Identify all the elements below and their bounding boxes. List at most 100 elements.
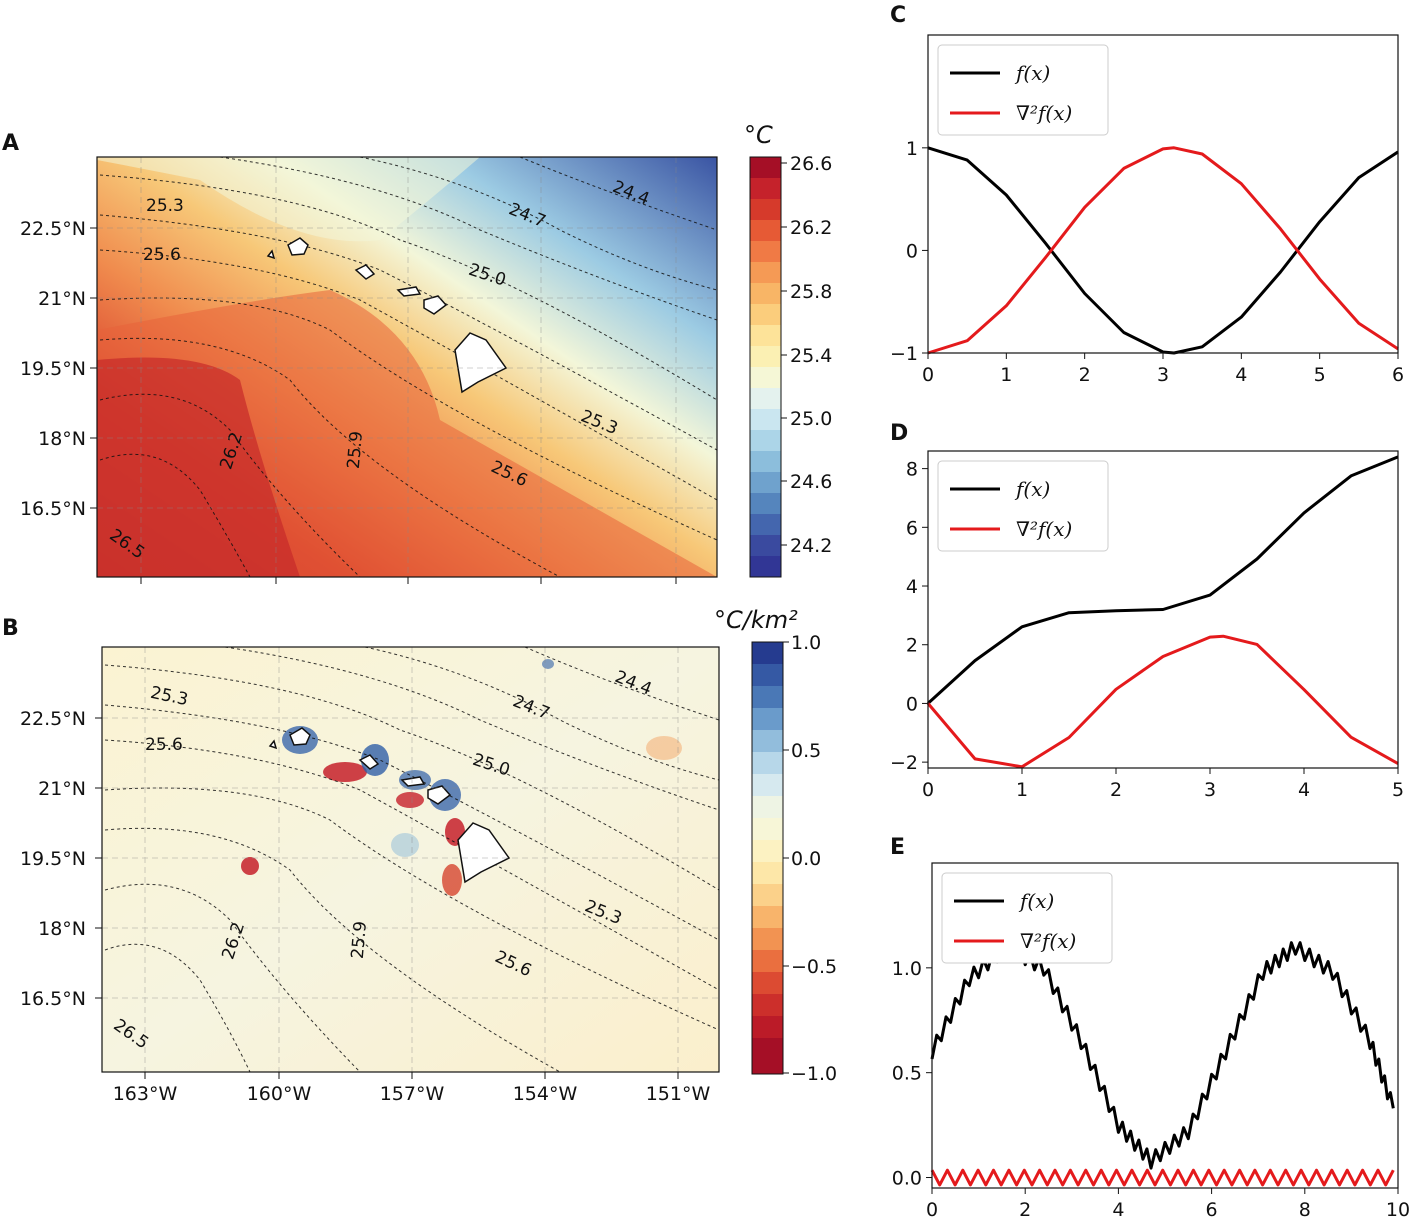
- grid-b: [102, 647, 719, 1072]
- x-tick-label: 10: [1386, 1199, 1410, 1221]
- y-tick-label: 4: [906, 576, 918, 598]
- contour-label: 25.6: [145, 735, 183, 755]
- colorbar-b-tick: −1.0: [791, 1063, 837, 1085]
- sst-map: 25.3 25.6 24.7 24.4 25.0 26.2 25.9 25.3 …: [97, 157, 717, 577]
- island-outlines-a: [266, 237, 508, 394]
- lon-tick-label: 154°W: [513, 1083, 578, 1105]
- x-tick-label: 0: [922, 779, 934, 801]
- lat-ticks-a: [90, 227, 677, 584]
- y-tick-label: 1: [906, 138, 918, 160]
- colorbar-b-unit: °C/km²: [714, 606, 798, 634]
- x-tick-label: 2: [1019, 1199, 1031, 1221]
- colorbar-a-tick: 25.0: [790, 408, 832, 430]
- x-tick-label: 4: [1112, 1199, 1124, 1221]
- lat-tick-label: 18°N: [38, 918, 86, 940]
- panel-b-letter: B: [2, 616, 19, 641]
- legend-label: ∇²f(x): [1016, 101, 1072, 125]
- y-tick-label: 6: [906, 517, 918, 539]
- map-frame-a: [96, 156, 718, 578]
- panel-d-letter: D: [890, 421, 908, 446]
- x-tick-label: 5: [1392, 779, 1404, 801]
- colorbar-b-tick: 0.0: [791, 848, 821, 870]
- island-outlines-b: [268, 727, 511, 884]
- colorbar-b-tick: −0.5: [791, 956, 837, 978]
- colorbar-a-tick: 25.4: [790, 345, 832, 367]
- plot-frame: [931, 862, 1399, 1189]
- legend-label: ∇²f(x): [1020, 929, 1076, 953]
- contour-label: 25.6: [143, 245, 181, 265]
- lat-tick-label: 16.5°N: [20, 988, 86, 1010]
- laplacian-map: 25.3 25.6 24.7 24.4 25.0 26.2 25.9 25.3 …: [102, 647, 719, 1072]
- x-tick-label: 1: [1016, 779, 1028, 801]
- series-line-laplacian: [930, 1168, 1395, 1187]
- panel-c-letter: C: [890, 3, 906, 28]
- lat-tick-label: 19.5°N: [20, 358, 86, 380]
- series-line-f: [926, 455, 1399, 705]
- grid-a: [97, 157, 717, 577]
- x-tick-label: 4: [1298, 779, 1310, 801]
- colorbar-b-tick: 1.0: [791, 632, 821, 654]
- colorbar-a-tick: 24.6: [790, 471, 832, 493]
- contour-label: 25.9: [348, 920, 371, 959]
- x-tick-label: 1: [1000, 364, 1012, 386]
- series-line-laplacian: [927, 146, 1399, 355]
- y-tick-label: 1.0: [892, 958, 922, 980]
- x-tick-label: 2: [1079, 364, 1091, 386]
- y-tick-label: −2: [890, 752, 918, 774]
- lat-tick-label: 21°N: [38, 778, 86, 800]
- x-tick-label: 3: [1204, 779, 1216, 801]
- legend-label: f(x): [1018, 889, 1054, 913]
- chart-e: E 0 2 4 6 8 10 0.0 0.5 1.0 f(x) ∇²f(x): [890, 835, 1410, 1221]
- y-tick-label: 0: [906, 240, 918, 262]
- panel-a-letter: A: [2, 131, 19, 156]
- colorbar-a-unit: °C: [744, 121, 773, 149]
- laplacian-contours: [104, 647, 719, 1072]
- series-line-f: [930, 940, 1395, 1170]
- x-tick-label: 3: [1157, 364, 1169, 386]
- lat-tick-labels-a: 22.5°N 21°N 19.5°N 18°N 16.5°N: [20, 218, 86, 520]
- legend-label: ∇²f(x): [1016, 517, 1072, 541]
- lat-tick-label: 22.5°N: [20, 218, 86, 240]
- plot-frame: [927, 450, 1399, 769]
- lon-tick-label: 163°W: [113, 1083, 178, 1105]
- x-tick-label: 0: [926, 1199, 938, 1221]
- sst-contours: [99, 157, 717, 577]
- x-tick-label: 5: [1314, 364, 1326, 386]
- y-tick-label: 8: [906, 459, 918, 481]
- x-tick-label: 8: [1299, 1199, 1311, 1221]
- lon-tick-label: 157°W: [380, 1083, 445, 1105]
- y-tick-label: 2: [906, 635, 918, 657]
- series-line-laplacian: [926, 634, 1399, 769]
- colorbar-a-tick: 26.2: [790, 217, 832, 239]
- colorbar-b: °C/km² 1.0 0.5 0.0 −0.5 −1.0: [714, 606, 837, 1085]
- legend-label: f(x): [1014, 61, 1050, 85]
- lon-tick-label: 160°W: [247, 1083, 312, 1105]
- lat-tick-label: 19.5°N: [20, 848, 86, 870]
- lat-tick-labels-b: 22.5°N 21°N 19.5°N 18°N 16.5°N: [20, 708, 86, 1010]
- x-tick-label: 2: [1110, 779, 1122, 801]
- lat-tick-label: 16.5°N: [20, 498, 86, 520]
- y-tick-label: 0: [906, 693, 918, 715]
- lon-tick-label: 151°W: [646, 1083, 711, 1105]
- colorbar-a-tick: 25.8: [790, 281, 832, 303]
- x-tick-label: 6: [1392, 364, 1404, 386]
- x-tick-label: 6: [1206, 1199, 1218, 1221]
- colorbar-a-tick: 26.6: [790, 153, 832, 175]
- x-tick-label: 0: [922, 364, 934, 386]
- panel-e-letter: E: [890, 835, 905, 860]
- legend-label: f(x): [1014, 477, 1050, 501]
- lon-tick-labels-b: 163°W 160°W 157°W 154°W 151°W: [113, 1083, 711, 1105]
- series-line-f: [927, 146, 1399, 355]
- contour-label: 25.3: [146, 196, 184, 216]
- x-tick-label: 4: [1235, 364, 1247, 386]
- colorbar-a: °C 26.6 26.2 25.8 25.4 25.0 24.6 24.2: [744, 121, 832, 578]
- lat-tick-label: 21°N: [38, 288, 86, 310]
- y-tick-label: −1: [890, 343, 918, 365]
- y-tick-label: 0.5: [892, 1063, 922, 1085]
- colorbar-a-tick: 24.2: [790, 535, 832, 557]
- map-frame-b: [101, 646, 720, 1073]
